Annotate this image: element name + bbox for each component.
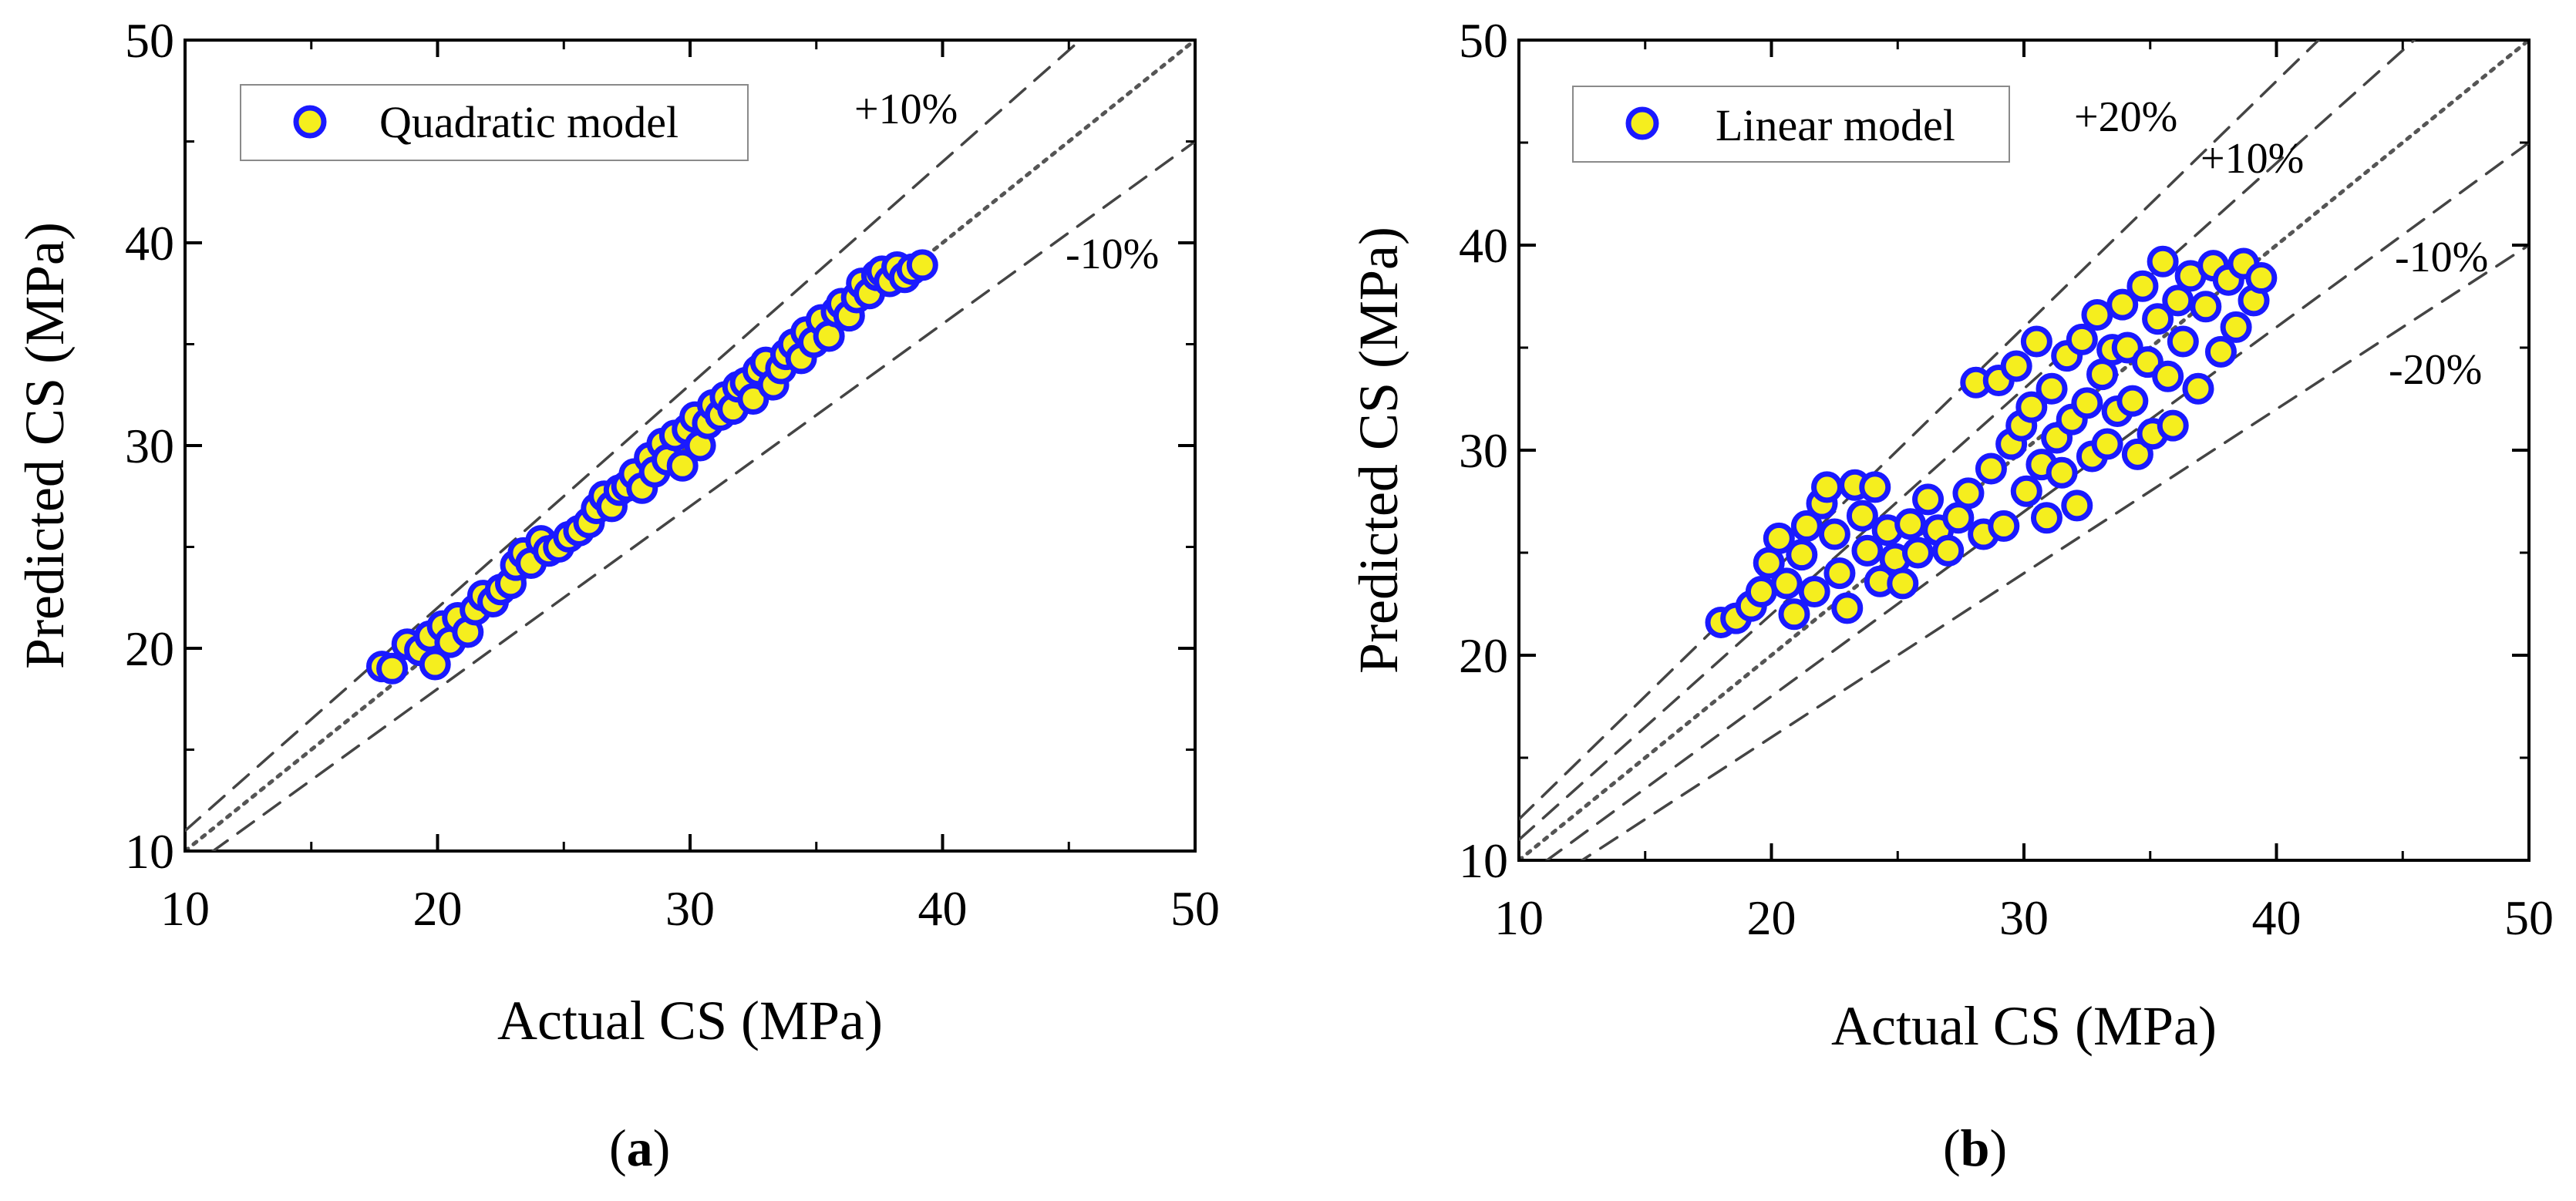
panel-a-y-tick-label: 20 [125,621,174,676]
panel-b-data-point [1887,567,1919,600]
panel-a-data-point [376,652,409,685]
panel-b-y-tick-label: 20 [1459,628,1508,683]
panel-b-data-point [2167,325,2199,358]
panel-b-data-point [2147,245,2179,278]
panel-b-reference-line-1 [1519,40,2321,821]
panel-b-band-label-minus10: -10% [2395,234,2488,281]
panel-b-data-point [1912,483,1945,516]
panel-b-data-point [1859,471,1891,503]
panel-a-x-tick-label: 50 [1170,881,1220,936]
panel-a-band-label-plus10: +10% [854,86,958,133]
panel-b-data-point [1846,500,1878,532]
panel-b-data-point [1894,508,1927,540]
panel-b-data-point [1778,598,1810,631]
panel-b-data-point [2015,391,2048,423]
panel-a-reference-line-2 [210,140,1195,851]
panel-b-data-point [1988,510,2020,542]
panel-b-data-point [2162,284,2194,317]
panel-a-data-point [906,249,938,281]
panel-b-data-point [2106,288,2139,321]
panel-b-data-point [2182,372,2214,405]
panel-a-x-axis-title: Actual CS (MPa) [497,990,883,1051]
panel-a-x-tick-label: 40 [918,881,968,936]
panel-b-data-point [1818,518,1850,550]
panel-b-reference-line-2 [1519,40,2416,842]
panel-b-data-point [2116,385,2149,417]
panel-b-data-point [1952,477,1985,510]
panel-b-data-point [2010,475,2042,507]
panel-a-x-tick-label: 30 [665,881,715,936]
panel-a-data-point [666,449,699,482]
panel-b-x-tick-label: 10 [1494,890,1544,945]
panel-b-data-point [2081,298,2113,331]
panel-b-band-label-plus20: +20% [2074,93,2177,141]
panel-a-y-tick-label: 30 [125,419,174,473]
panel-b-data-point [2061,489,2093,522]
panel-a-y-axis-title: Predicted CS (MPa) [14,222,76,669]
panel-b-band-label-plus10: +10% [2201,135,2304,183]
panel-b-data-point [2204,335,2237,368]
panel-b-data-point [1823,557,1856,590]
panel-b-data-point [1811,471,1844,503]
panel-b-data-point [2091,428,2123,460]
panel-b-x-tick-label: 40 [2252,890,2302,945]
panel-b-legend-label: Linear model [1716,100,1955,150]
panel-b-data-point [2000,350,2032,382]
panel-b-data-point [1932,534,1965,567]
panel-b-data-point [1770,567,1803,600]
panel-b-reference-line-4 [1579,244,2529,860]
panel-a-legend: Quadratic model [240,84,749,161]
panel-a-legend-label: Quadratic model [379,97,679,147]
panel-b-x-tick-label: 20 [1747,890,1796,945]
panel-b-data-point [1975,452,2007,485]
panel-b-data-point [2142,303,2174,335]
panel-b-data-point [2066,323,2098,355]
panel-b-y-axis-title: Predicted CS (MPa) [1348,227,1409,674]
panel-a-legend-marker [293,105,327,139]
panel-b-data-point [2071,387,2103,419]
panel-b-x-axis-title: Actual CS (MPa) [1831,995,2217,1057]
panel-b: 10 20 30 40 50 10 20 30 40 50 Actual CS (MPa) Pre… [1348,13,2554,1177]
panel-b-data-point [2046,456,2078,489]
panel-a-data-point [419,648,451,681]
panel-b-data-point [1786,539,1818,571]
panel-b-band-label-minus20: -20% [2389,346,2482,394]
panel-a-y-tick-label: 10 [125,824,174,879]
panel-b-legend: Linear model [1572,86,2010,163]
panel-a-x-tick-label: 20 [413,881,463,936]
panel-a: 10 20 30 40 50 10 20 30 40 50 Actual CS (MPa) Pre… [14,13,1220,1177]
panel-b-data-point [2157,409,2189,442]
panel-b-data-point [2190,291,2222,323]
panel-b-data-point [2220,311,2252,343]
panel-b-data-point [2245,262,2278,294]
panel-a-y-tick-label: 50 [125,13,174,68]
panel-b-data-point [1798,576,1830,608]
panel-b-data-point [1831,592,1864,624]
panel-b-data-point [1763,522,1795,554]
panel-b-y-tick-label: 10 [1459,833,1508,888]
panel-b-data-point [2020,325,2052,358]
panel-b-data-point [1790,510,1823,542]
panel-a-y-tick-label: 40 [125,216,174,271]
panel-b-y-tick-label: 40 [1459,218,1508,273]
panel-b-data-point [2126,270,2159,302]
panel-b-data-point [1901,537,1934,569]
panel-a-band-label-minus10: -10% [1066,230,1159,278]
panel-b-y-tick-label: 30 [1459,423,1508,478]
panel-b-data-point [2030,502,2062,534]
panel-b-x-tick-label: 50 [2504,890,2554,945]
panel-b-y-tick-label: 50 [1459,13,1508,68]
panel-b-x-tick-label: 30 [1999,890,2049,945]
panel-b-legend-marker [1625,106,1659,140]
panel-b-data-point [2036,372,2068,405]
panel-b-data-point [1851,534,1884,567]
panel-b-reference-line-3 [1544,141,2529,860]
panel-b-data-point [2121,438,2153,470]
panel-b-data-point [2152,360,2184,392]
panel-a-x-tick-label: 10 [160,881,210,936]
panel-b-data-point [1745,576,1777,608]
panel-a-label: (a) [609,1119,670,1177]
panel-b-label: (b) [1943,1119,2007,1177]
